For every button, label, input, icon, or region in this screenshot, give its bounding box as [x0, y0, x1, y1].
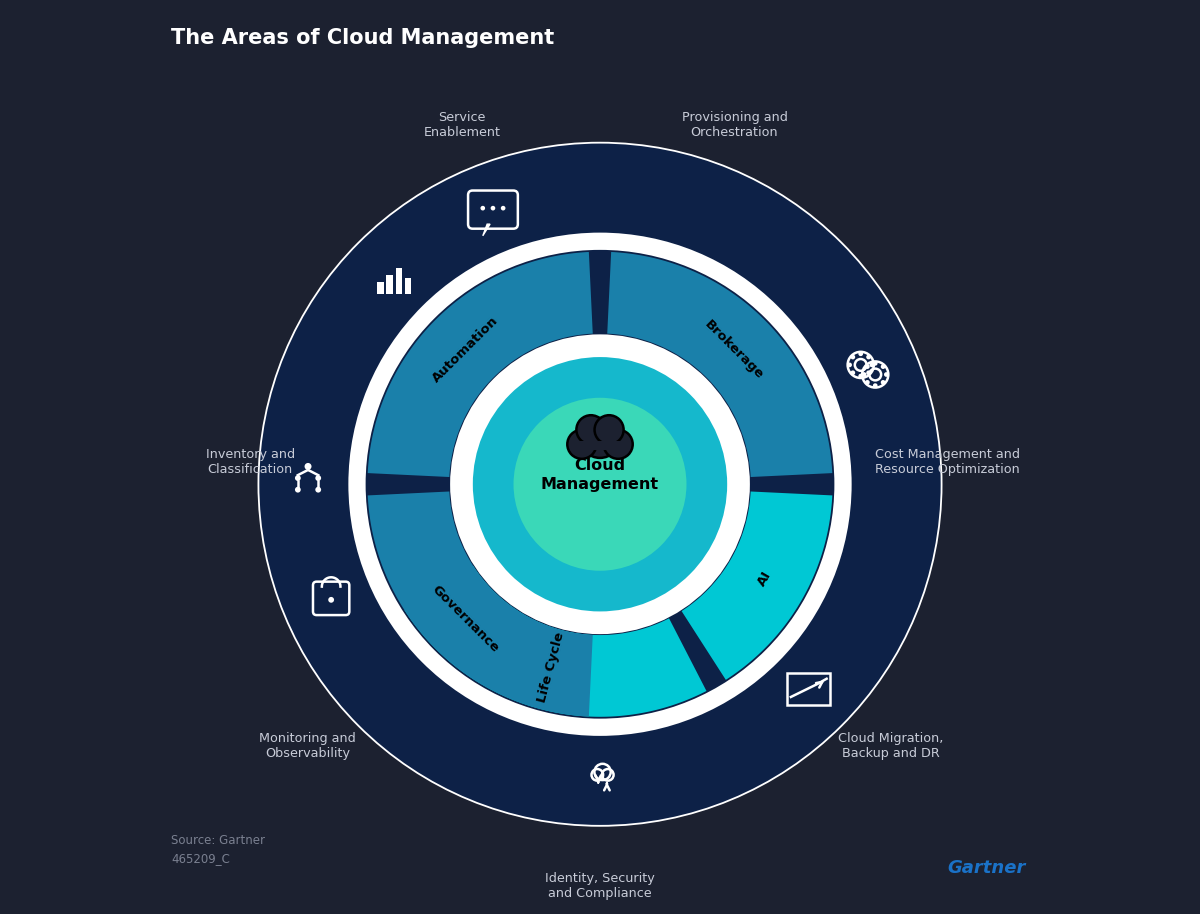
Text: Identity, Security
and Compliance: Identity, Security and Compliance: [545, 872, 655, 899]
Text: The Areas of Cloud Management: The Areas of Cloud Management: [172, 28, 554, 48]
Polygon shape: [682, 492, 833, 680]
Circle shape: [881, 380, 886, 385]
Text: 465209_C: 465209_C: [172, 852, 230, 866]
Circle shape: [568, 430, 596, 459]
Text: Cost Management and
Resource Optimization: Cost Management and Resource Optimizatio…: [875, 448, 1020, 475]
Polygon shape: [706, 176, 938, 596]
Circle shape: [450, 335, 750, 634]
Text: Life Cycle: Life Cycle: [535, 631, 566, 705]
Text: Provisioning and
Orchestration: Provisioning and Orchestration: [682, 111, 787, 139]
Circle shape: [580, 418, 620, 458]
Circle shape: [881, 365, 886, 369]
Circle shape: [500, 206, 505, 210]
Polygon shape: [404, 566, 707, 717]
Circle shape: [514, 398, 686, 570]
Circle shape: [872, 361, 877, 366]
Bar: [786, 673, 830, 705]
Circle shape: [865, 380, 870, 385]
Circle shape: [258, 142, 942, 827]
Polygon shape: [367, 492, 593, 717]
Circle shape: [316, 475, 322, 481]
Bar: [406, 278, 412, 294]
Polygon shape: [482, 224, 490, 236]
Text: Cloud Migration,
Backup and DR: Cloud Migration, Backup and DR: [838, 732, 943, 760]
Text: Inventory and
Classification: Inventory and Classification: [205, 448, 295, 475]
Polygon shape: [262, 373, 494, 792]
Polygon shape: [607, 252, 833, 477]
Circle shape: [491, 206, 496, 210]
Circle shape: [884, 372, 889, 377]
Circle shape: [305, 463, 312, 470]
Circle shape: [329, 597, 334, 602]
Circle shape: [480, 206, 485, 210]
Circle shape: [295, 487, 301, 493]
Text: Governance: Governance: [430, 582, 502, 654]
Bar: [578, 441, 622, 450]
Text: Monitoring and
Observability: Monitoring and Observability: [259, 732, 356, 760]
Polygon shape: [293, 179, 491, 378]
Text: Service
Enablement: Service Enablement: [424, 111, 500, 139]
Circle shape: [866, 355, 871, 359]
Circle shape: [295, 475, 301, 481]
Polygon shape: [262, 356, 366, 596]
Circle shape: [594, 415, 624, 444]
Polygon shape: [709, 590, 907, 790]
Polygon shape: [488, 721, 718, 824]
Circle shape: [866, 370, 871, 375]
Text: Automation: Automation: [431, 314, 502, 386]
Circle shape: [473, 357, 727, 611]
Circle shape: [851, 370, 856, 375]
Bar: [386, 275, 392, 294]
Circle shape: [851, 355, 856, 359]
Circle shape: [872, 383, 877, 388]
Circle shape: [259, 143, 941, 825]
Circle shape: [348, 233, 852, 736]
Bar: [396, 268, 402, 294]
Text: Source: Gartner: Source: Gartner: [172, 834, 265, 847]
Polygon shape: [300, 145, 712, 367]
Text: Gartner: Gartner: [947, 858, 1025, 877]
Polygon shape: [367, 252, 593, 477]
Text: Brokerage: Brokerage: [702, 318, 767, 382]
Bar: [377, 282, 384, 294]
Circle shape: [604, 430, 632, 459]
Circle shape: [316, 487, 322, 493]
Circle shape: [865, 365, 870, 369]
Circle shape: [870, 363, 874, 367]
Circle shape: [862, 372, 866, 377]
Circle shape: [366, 250, 834, 718]
Circle shape: [847, 363, 852, 367]
Circle shape: [858, 351, 863, 356]
Circle shape: [576, 415, 606, 444]
Text: Cloud
Management: Cloud Management: [541, 458, 659, 492]
Text: AI: AI: [755, 569, 774, 589]
Circle shape: [858, 374, 863, 378]
